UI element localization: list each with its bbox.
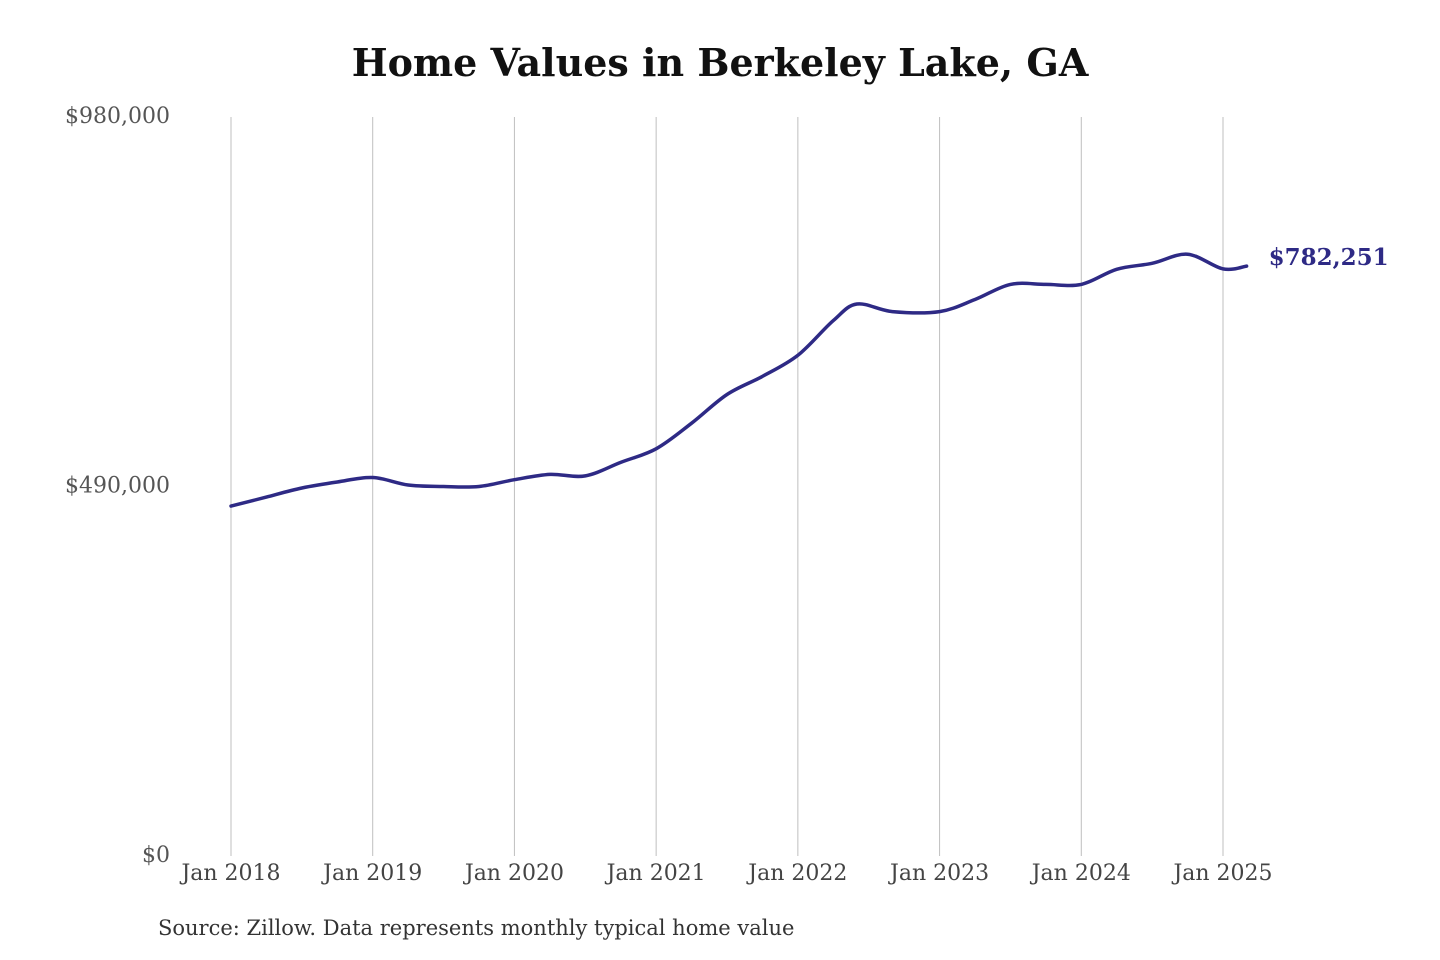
x-axis-tick-labels: Jan 2018 Jan 2019 Jan 2020 Jan 2021 Jan 2022… (179, 861, 1272, 886)
chart-title: Home Values in Berkeley Lake, GA (351, 40, 1089, 85)
x-tick-label: Jan 2023 (888, 861, 989, 886)
y-tick-label: $980,000 (65, 104, 170, 129)
source-note: Source: Zillow. Data represents monthly … (158, 916, 795, 940)
x-tick-label: Jan 2020 (463, 861, 564, 886)
grid-lines (230, 117, 1224, 856)
x-tick-label: Jan 2025 (1171, 861, 1272, 886)
series-layer: $782,251 (229, 244, 1389, 508)
x-tick-label: Jan 2022 (746, 861, 847, 886)
home-value-line (229, 252, 1249, 508)
y-axis-tick-labels: $0 $490,000 $980,000 (65, 104, 170, 868)
x-tick-label: Jan 2024 (1030, 861, 1131, 886)
x-tick-label: Jan 2021 (605, 861, 706, 886)
y-tick-label: $0 (142, 843, 170, 868)
x-tick-label: Jan 2018 (179, 861, 280, 886)
y-tick-label: $490,000 (65, 474, 170, 499)
x-tick-label: Jan 2019 (321, 861, 422, 886)
end-value-label: $782,251 (1269, 244, 1389, 271)
